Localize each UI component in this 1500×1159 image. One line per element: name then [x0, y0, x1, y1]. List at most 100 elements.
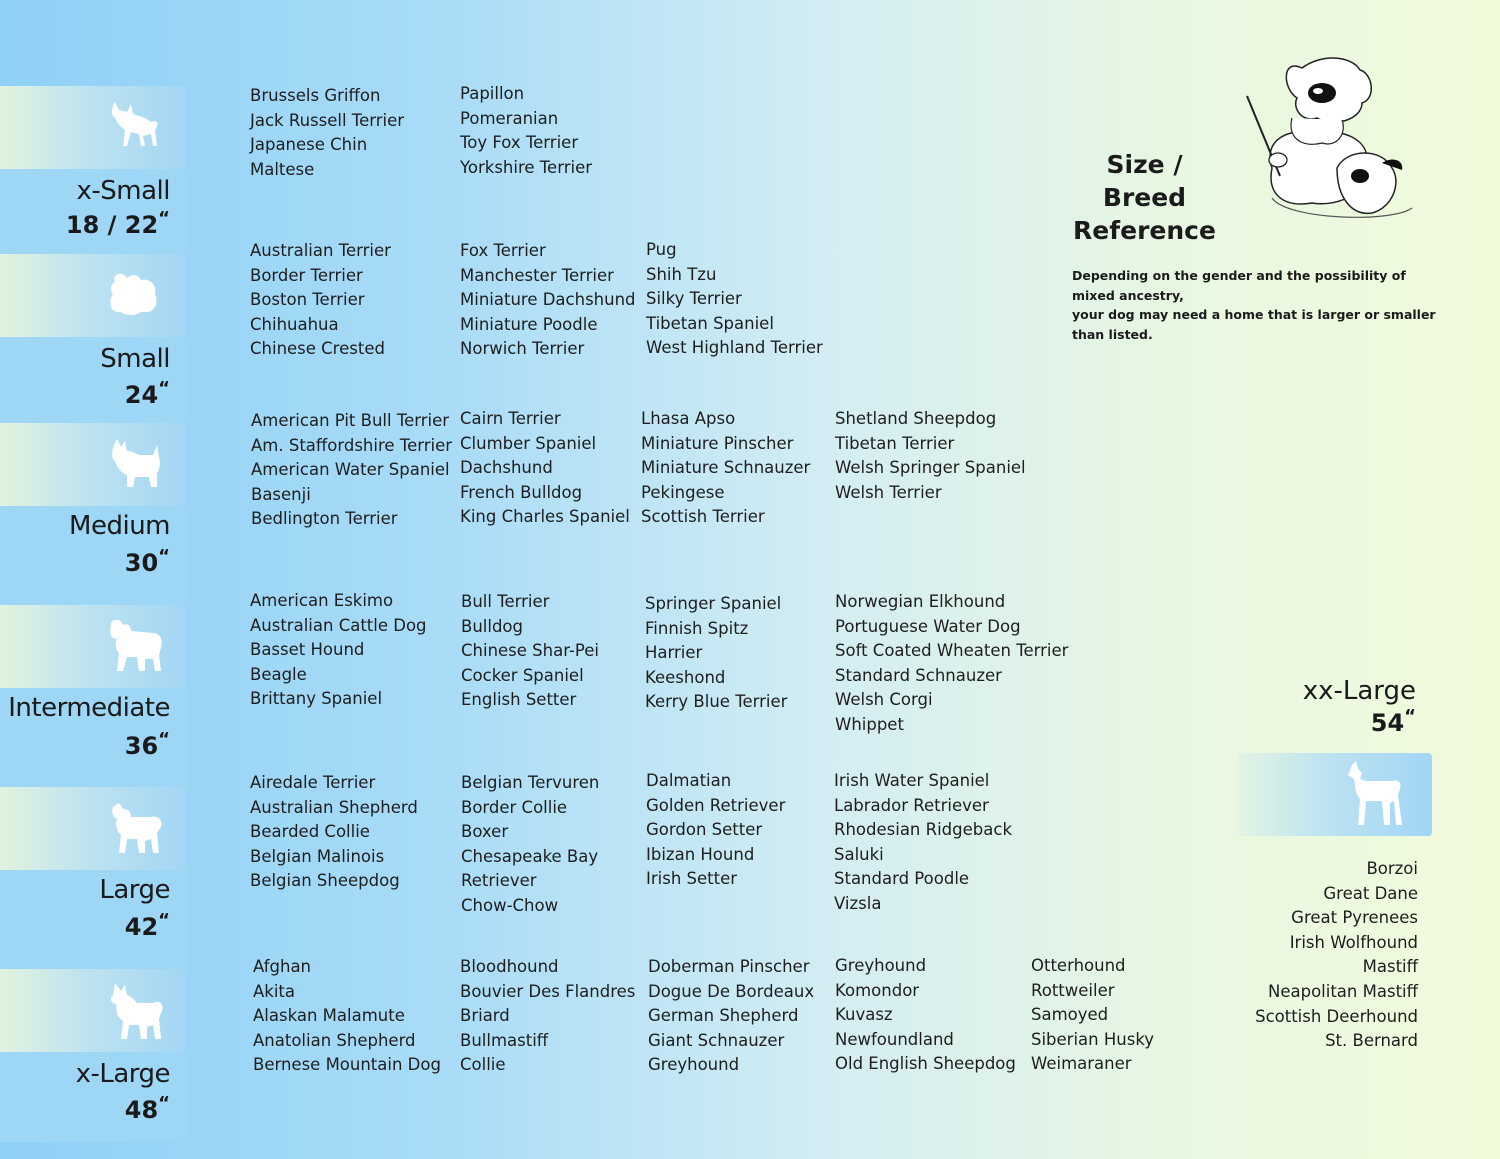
- husky-icon: [110, 982, 163, 1039]
- breed-item: Chinese Crested: [250, 339, 385, 359]
- breed-item: English Setter: [461, 690, 577, 710]
- breed-item: Briard: [460, 1006, 510, 1026]
- x-small-size-label: x-Small: [76, 176, 171, 206]
- x-large-size-band: [0, 1052, 187, 1142]
- breed-item: Mastiff: [1362, 957, 1418, 977]
- breed-item: Weimaraner: [1031, 1054, 1132, 1074]
- breed-item: Manchester Terrier: [460, 265, 614, 285]
- x-large-breed-column: Bloodhound Bouvier Des Flandres Briard Bull…: [460, 955, 635, 1078]
- breed-item: Australian Shepherd: [250, 797, 418, 817]
- breed-item: Ibizan Hound: [646, 844, 755, 864]
- breed-item: Beagle: [250, 664, 307, 684]
- medium-size-number: 30“: [0, 546, 170, 577]
- small-size-number: 24“: [0, 378, 170, 409]
- breed-item: Cocker Spaniel: [461, 665, 584, 685]
- breed-item: Shetland Sheepdog: [835, 409, 997, 428]
- breed-item: Lhasa Apso: [641, 409, 736, 428]
- sheepdog-mascot-illustration: [1246, 57, 1413, 218]
- breed-item: Pekingese: [641, 482, 725, 502]
- breed-item: Irish Water Spaniel: [834, 771, 990, 790]
- breed-item: Retriever: [461, 871, 537, 891]
- breed-item: Norwich Terrier: [460, 339, 585, 359]
- breed-item: German Shepherd: [648, 1006, 799, 1026]
- breed-item: Akita: [253, 981, 296, 1001]
- breed-item: Maltese: [250, 159, 315, 179]
- medium-size-label: Medium: [69, 511, 170, 541]
- inch-mark: “: [158, 1093, 170, 1114]
- medium-breed-column: Lhasa Apso Miniature Pinscher Miniature Sc…: [641, 407, 810, 530]
- xxlarge-tile: [1237, 753, 1432, 836]
- breed-item: American Water Spaniel: [251, 460, 450, 480]
- intermediate-size-label: Intermediate: [8, 693, 170, 723]
- breed-item: Bouvier Des Flandres: [460, 981, 636, 1001]
- x-small-size-number: 18 / 22“: [0, 208, 170, 239]
- breed-item: Brittany Spaniel: [250, 689, 383, 709]
- medium-breed-column: Shetland Sheepdog Tibetan Terrier Welsh Sp…: [835, 407, 1026, 505]
- breed-item: Afghan: [253, 957, 312, 976]
- breed-item: Belgian Tervuren: [461, 773, 600, 792]
- breed-item: American Pit Bull Terrier: [251, 411, 450, 430]
- breed-item: Miniature Dachshund: [460, 290, 636, 310]
- breed-item: Brussels Griffon: [250, 86, 381, 105]
- large-size-value: 42: [124, 913, 159, 941]
- breed-item: Belgian Sheepdog: [250, 871, 400, 891]
- intermediate-breed-column: Springer Spaniel Finnish Spitz Harrier Kees…: [645, 592, 787, 715]
- breed-item: Welsh Corgi: [835, 690, 933, 710]
- breed-item: American Eskimo: [250, 591, 394, 610]
- breed-item: Miniature Schnauzer: [641, 458, 811, 478]
- breed-item: Am. Staffordshire Terrier: [251, 435, 453, 455]
- breed-item: Giant Schnauzer: [648, 1030, 785, 1050]
- breed-item: Newfoundland: [835, 1029, 954, 1049]
- intermediate-size-value: 36: [124, 732, 159, 760]
- breed-item: Standard Schnauzer: [835, 665, 1002, 685]
- large-breed-column: Belgian Tervuren Border Collie Boxer Chesap…: [461, 771, 599, 919]
- breed-item: Japanese Chin: [250, 135, 368, 155]
- large-breed-column: Airedale Terrier Australian Shepherd Beard…: [250, 771, 418, 894]
- breed-item: Toy Fox Terrier: [460, 133, 579, 153]
- breed-item: Siberian Husky: [1031, 1029, 1155, 1049]
- breed-item: Belgian Malinois: [250, 846, 385, 866]
- x-large-size-number: 48“: [0, 1093, 170, 1124]
- x-large-size-value: 48: [124, 1096, 159, 1124]
- breed-item: Portuguese Water Dog: [835, 616, 1021, 636]
- small-breed-column: Fox Terrier Manchester Terrier Miniature D…: [460, 239, 636, 362]
- breed-item: Vizsla: [834, 893, 882, 913]
- small-breed-column: Australian Terrier Border Terrier Boston T…: [250, 239, 391, 362]
- breed-item: Neapolitan Mastiff: [1268, 981, 1418, 1001]
- small-size-tile: [0, 254, 186, 337]
- small-size-band: [0, 337, 187, 423]
- x-large-size-tile: [0, 969, 186, 1052]
- breed-item: Kuvasz: [835, 1005, 893, 1025]
- breed-item: Yorkshire Terrier: [460, 157, 592, 177]
- large-size-tile: [0, 787, 186, 870]
- intermediate-size-band: [0, 688, 187, 787]
- size-note: Depending on the gender and the possibil…: [1072, 266, 1452, 344]
- small-size-value: 24: [124, 381, 159, 409]
- breed-item: West Highland Terrier: [646, 338, 823, 358]
- breed-item: Greyhound: [648, 1055, 740, 1075]
- breed-item: Pomeranian: [460, 108, 559, 128]
- breed-item: Welsh Terrier: [835, 482, 942, 502]
- breed-item: Tibetan Spaniel: [646, 313, 774, 333]
- breed-item: Miniature Poodle: [460, 314, 598, 334]
- breed-item: Basenji: [251, 484, 311, 504]
- xxlarge-size-value: 54: [1370, 709, 1405, 737]
- breed-item: Kerry Blue Terrier: [645, 692, 788, 712]
- breed-item: Anatolian Shepherd: [253, 1030, 416, 1050]
- page-title: Size / Breed Reference: [1062, 148, 1227, 247]
- intermediate-breed-column: Norwegian Elkhound Portuguese Water Dog So…: [835, 590, 1068, 738]
- x-large-size-label: x-Large: [75, 1059, 171, 1089]
- breed-item: Rhodesian Ridgeback: [834, 820, 1012, 840]
- breed-item: St. Bernard: [1325, 1031, 1418, 1051]
- retriever-icon: [112, 802, 162, 853]
- breed-item: Dalmatian: [646, 771, 732, 790]
- inch-mark: “: [158, 208, 170, 229]
- intermediate-breed-column: Bull Terrier Bulldog Chinese Shar-Pei Cocke…: [461, 590, 599, 713]
- breed-item: French Bulldog: [460, 482, 583, 502]
- x-small-breed-column: Papillon Pomeranian Toy Fox Terrier Yorkshi…: [460, 82, 592, 180]
- breed-item: Soft Coated Wheaten Terrier: [835, 641, 1069, 661]
- breed-item: Standard Poodle: [834, 869, 970, 889]
- breed-item: Gordon Setter: [646, 820, 763, 840]
- intermediate-size-number: 36“: [0, 729, 170, 760]
- inch-mark: “: [158, 910, 170, 931]
